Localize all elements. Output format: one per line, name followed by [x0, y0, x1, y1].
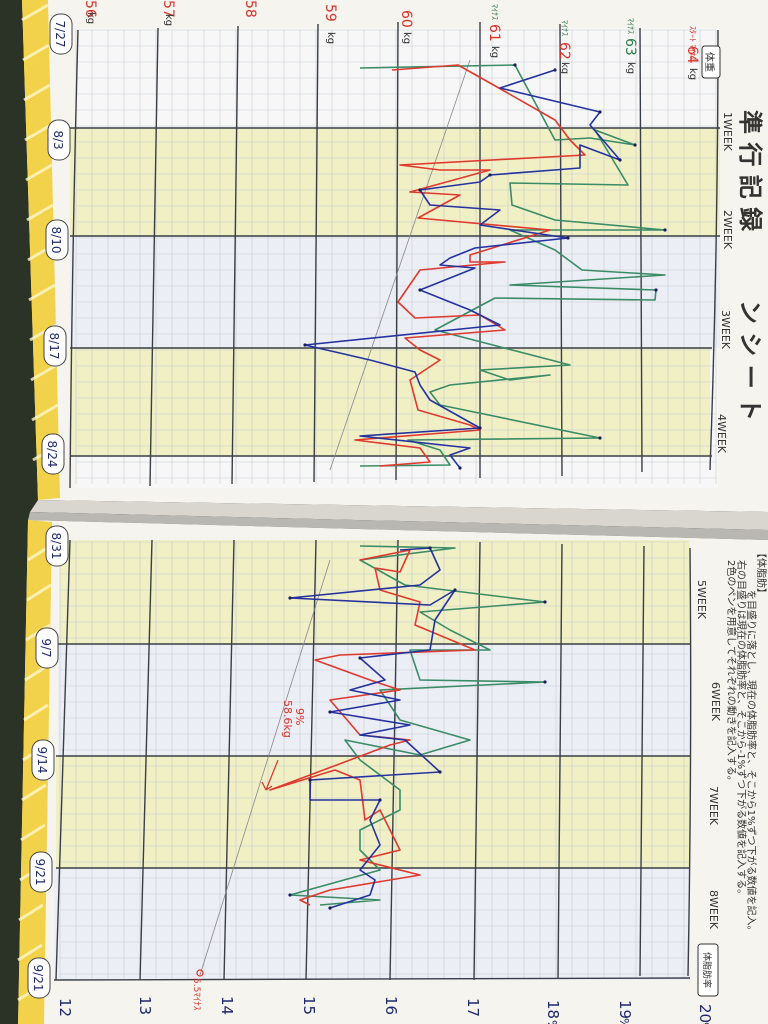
week-8-label: 8WEEK [707, 890, 720, 930]
bottom-page: 8/31 9/7 9/14 9/21 9/21 5WEEK 6WEEK [0, 500, 768, 1024]
fat-17: 17 [464, 998, 482, 1017]
m-prefix-62: ﾏｲﾅｽ [560, 20, 569, 36]
fat-20: 20 [696, 1004, 714, 1023]
weight-61: 61 [486, 24, 502, 42]
weight-62: 62 [556, 42, 572, 60]
weight-59: 59 [322, 4, 338, 22]
fat-scale: 20 % 19 % 18 % 17 16 15 14 13 12 [56, 996, 714, 1024]
unit-59: kg [325, 32, 336, 44]
weight-scale: ｽﾀｰﾄ ﾏｲﾅｽ 64 kg ﾏｲﾅｽ 63 kg ﾏｲﾅｽ 62 kg ﾏｲ… [82, 0, 700, 80]
fat-18: 18 [544, 1000, 562, 1019]
sheet-title-part-2: ン シ ー ト [736, 300, 764, 421]
top-green-line [359, 64, 666, 467]
bottom-grid [53, 539, 692, 981]
weight-57: 57 [160, 0, 176, 18]
fat-15: 15 [300, 996, 318, 1015]
top-date-2: 8/3 [51, 130, 65, 149]
instruction-head: 【体脂肪】 [755, 548, 768, 598]
unit-61: kg [489, 46, 500, 58]
top-page: 7/27 8/3 8/10 8/17 8/24 1WEEK 2WEEK [21, 0, 768, 512]
annotation-percent: 9% [293, 708, 306, 725]
bottom-date-3: 9/14 [35, 747, 49, 774]
week-3-label: 3WEEK [719, 310, 732, 350]
week-2-label: 2WEEK [721, 210, 734, 250]
bottom-date-labels: 8/31 9/7 9/14 9/21 9/21 [27, 525, 69, 999]
bottom-date-4: 9/21 [33, 859, 47, 886]
sheet-title-part-1: 準 行 記 録 [736, 110, 764, 232]
top-blue-line [304, 69, 621, 469]
unit-63: kg [625, 62, 636, 74]
top-date-4: 8/17 [47, 333, 61, 360]
top-grid [69, 21, 720, 489]
top-week-labels: 1WEEK 2WEEK 3WEEK 4WEEK [715, 112, 734, 454]
start-prefix: ｽﾀｰﾄ ﾏｲﾅｽ [688, 26, 697, 61]
m-prefix-63: ﾏｲﾅｽ [626, 18, 635, 34]
instruction-text: 【体脂肪】 を目盛りに落とし、現在の体脂肪率と、そこから1%ずつ下がる数値を記入… [725, 548, 768, 935]
unit-62: kg [559, 62, 570, 74]
top-date-5: 8/24 [45, 441, 59, 468]
body-fat-tag-label: 体脂肪率 [701, 952, 713, 988]
annotation-goal: 5.5ﾏｲﾅｽ [191, 978, 202, 1011]
fat-19-unit: % [617, 1018, 631, 1024]
fat-13: 13 [136, 996, 154, 1015]
top-red-line [354, 64, 586, 467]
week-5-label: 5WEEK [695, 580, 708, 620]
annotations: 9% 58.6kg 5.5ﾏｲﾅｽ [191, 700, 306, 1011]
weight-58: 58 [242, 0, 258, 18]
top-plot-lines [303, 63, 667, 470]
unit-57: kg [163, 14, 174, 26]
bottom-date-2: 9/7 [39, 638, 53, 657]
week-7-label: 7WEEK [707, 786, 720, 826]
top-header: 体重 準 行 記 録 ン シ ー ト [701, 45, 764, 421]
bottom-date-1: 8/31 [49, 533, 63, 560]
top-date-3: 8/10 [49, 227, 63, 254]
body-fat-tag: 体脂肪率 [697, 943, 719, 997]
fat-19: 19 [616, 1000, 634, 1019]
weight-64: 64 [684, 46, 700, 64]
week-1-label: 1WEEK [721, 112, 734, 152]
annotation-weight: 58.6kg [281, 700, 294, 738]
instruction-line-2: 右の目盛りは現在の体脂肪率と、そこから-1%ずつ下がる数値を記入する。 [735, 560, 748, 899]
fat-16: 16 [382, 996, 400, 1015]
week-6-label: 6WEEK [709, 682, 722, 722]
top-date-labels: 7/27 8/3 8/10 8/17 8/24 [41, 13, 73, 475]
fat-20-unit: % [697, 1022, 711, 1024]
fat-12: 12 [56, 998, 74, 1017]
unit-60: kg [401, 32, 412, 44]
bottom-week-labels: 5WEEK 6WEEK 7WEEK 8WEEK [695, 580, 722, 930]
unit-64: kg [687, 68, 698, 80]
top-date-1: 7/27 [53, 21, 67, 48]
weight-56: 56 [82, 0, 98, 18]
fat-18-unit: % [545, 1020, 559, 1024]
weight-63: 63 [622, 38, 638, 56]
instruction-line-1: を目盛りに落とし、現在の体脂肪率と、そこから1%ずつ下がる数値を記入。 [745, 590, 758, 935]
bottom-plot-lines [269, 545, 547, 910]
m-prefix-61: ﾏｲﾅｽ [490, 4, 499, 20]
fat-14: 14 [218, 996, 236, 1015]
bottom-date-5: 9/21 [31, 965, 45, 992]
instruction-line-3: 2色のペンを用意してそれぞれの動きを記入する。 [725, 560, 738, 786]
unit-56: kg [85, 12, 96, 24]
weight-tag: 体重 [703, 52, 716, 72]
weight-60: 60 [398, 10, 414, 28]
week-4-label: 4WEEK [715, 414, 728, 454]
